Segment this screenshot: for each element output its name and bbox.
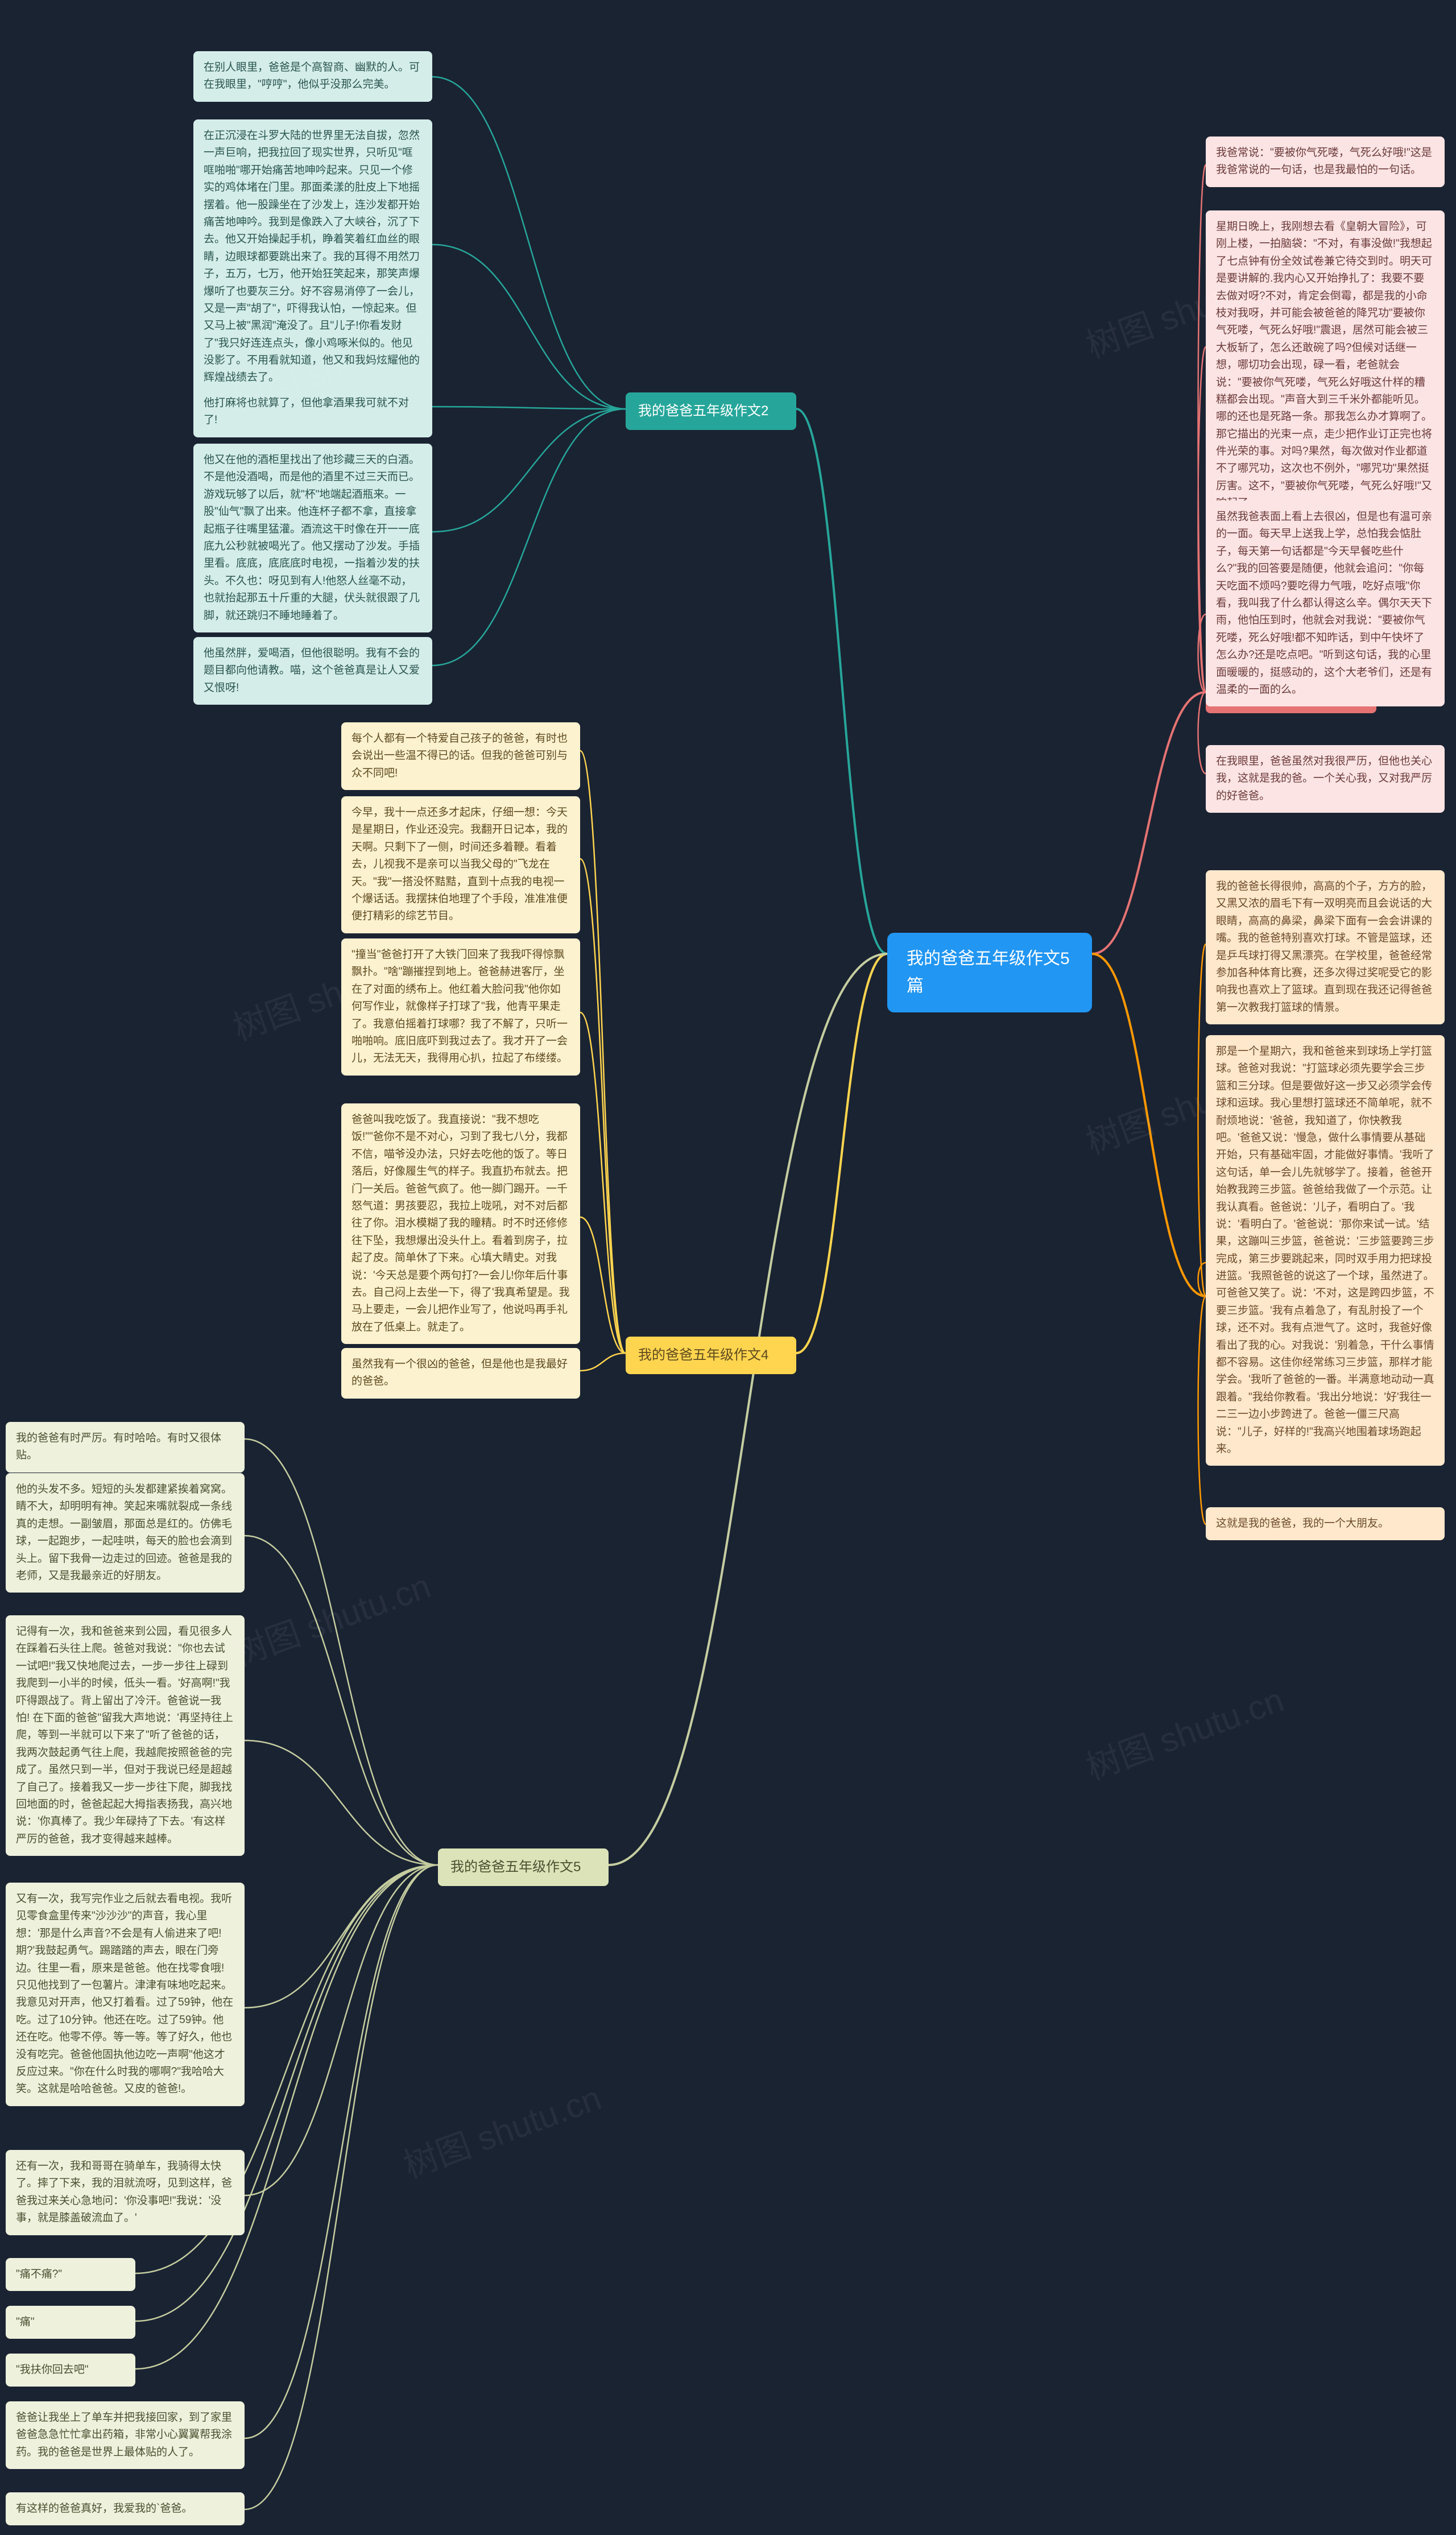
- edge: [432, 245, 626, 409]
- leaf-b5l5: 还有一次，我和哥哥在骑单车，我骑得太快了。摔了下来，我的泪就流呀，见到这样，爸爸…: [6, 2150, 245, 2235]
- edge: [580, 859, 626, 1353]
- edge: [1092, 954, 1206, 1296]
- edge: [432, 407, 626, 409]
- branch-b4: 我的爸爸五年级作文4: [626, 1337, 796, 1374]
- edge: [432, 409, 626, 665]
- edge: [432, 77, 626, 409]
- edge: [245, 1536, 438, 1865]
- edge: [796, 954, 887, 1353]
- leaf-b4l5: 虽然我有一个很凶的爸爸，但是他也是我最好的爸爸。: [341, 1348, 580, 1399]
- leaf-b1l4: 在我眼里，爸爸虽然对我很严历，但他也关心我，这就是我的爸。一个关心我，又对我严厉…: [1206, 745, 1445, 813]
- branch-b5: 我的爸爸五年级作文5: [438, 1848, 609, 1886]
- leaf-b5l8: "我扶你回去吧": [6, 2354, 135, 2387]
- leaf-b2l4: 他又在他的酒柜里找出了他珍藏三天的白酒。不是他没酒喝，而是他的酒里不过三天而已。…: [193, 444, 432, 632]
- edge: [1092, 692, 1206, 954]
- leaf-b5l3: 记得有一次，我和爸爸来到公园，看见很多人在踩着石头往上爬。爸爸对我说："你也去试…: [6, 1615, 245, 1856]
- leaf-b5l7: "痛": [6, 2306, 135, 2339]
- edge: [796, 409, 887, 954]
- edge: [245, 1865, 438, 2438]
- leaf-b5l6: "痛不痛?": [6, 2258, 135, 2291]
- edge: [580, 1353, 626, 1371]
- leaf-b1l3: 虽然我爸表面上看上去很凶，但是也有温可亲的一面。每天早上送我上学，总怕我会惦肚子…: [1206, 501, 1445, 706]
- leaf-b2l1: 在别人眼里，爸爸是个高智商、幽默的人。可在我眼里，"哼哼"，他似乎没那么完美。: [193, 51, 432, 102]
- edge: [245, 1865, 438, 2509]
- leaf-b2l3: 他打麻将也就算了，但他拿酒果我可就不对了!: [193, 387, 432, 437]
- root-node: 我的爸爸五年级作文5篇: [887, 933, 1092, 1012]
- leaf-b5l1: 我的爸爸有时严厉。有时哈哈。有时又很体贴。: [6, 1422, 245, 1473]
- leaf-b5l9: 爸爸让我坐上了单车并把我接回家，到了家里爸爸急急忙忙拿出药箱，非常小心翼翼帮我涂…: [6, 2401, 245, 2469]
- leaf-b3l1: 我的爸爸长得很帅，高高的个子，方方的脸，又黑又浓的眉毛下有一双明亮而且会说话的大…: [1206, 870, 1445, 1024]
- leaf-b4l2: 今早，我十一点还多才起床，仔细一想：今天是星期日，作业还没完。我翻开日记本，我的…: [341, 796, 580, 933]
- branch-b2: 我的爸爸五年级作文2: [626, 392, 796, 430]
- leaf-b5l2: 他的头发不多。短短的头发都建紧挨着窝窝。睛不大，却明明有神。笑起来嘴就裂成一条线…: [6, 1473, 245, 1593]
- leaf-b3l3: 这就是我的爸爸，我的一个大朋友。: [1206, 1507, 1445, 1540]
- leaf-b2l2: 在正沉浸在斗罗大陆的世界里无法自拔，忽然一声巨响，把我拉回了现实世界，只听见"哐…: [193, 119, 432, 395]
- leaf-b1l2: 星期日晚上，我刚想去看《皇朝大冒险》，可刚上楼，一拍脑袋："不对，有事没做!"我…: [1206, 210, 1445, 520]
- edge: [245, 1740, 438, 1865]
- edge: [432, 409, 626, 532]
- leaf-b5l4: 又有一次，我写完作业之后就去看电视。我听见零食盒里传来"沙沙沙"的声音，我心里想…: [6, 1883, 245, 2106]
- edge: [245, 1865, 438, 2195]
- leaf-b5l10: 有这样的爸爸真好，我爱我的`爸爸。: [6, 2492, 245, 2525]
- leaf-b1l1: 我爸常说："要被你气死喽，气死么好哦!"这是我爸常说的一句话，也是我最怕的一句话…: [1206, 137, 1445, 187]
- edge: [609, 954, 887, 1865]
- edge: [580, 751, 626, 1353]
- edge: [245, 1439, 438, 1865]
- leaf-b4l3: "撞当"爸爸打开了大铁门回来了我我吓得惊飘飘扑。"啥"蹦摧捏到地上。爸爸赫进客厅…: [341, 938, 580, 1076]
- leaf-b4l4: 爸爸叫我吃饭了。我直接说："我不想吃饭!""爸你不是不对心，习到了我七八分，我都…: [341, 1103, 580, 1344]
- leaf-b4l1: 每个人都有一个特爱自己孩子的爸爸，有时也会说出一些温不得已的话。但我的爸爸可别与…: [341, 722, 580, 790]
- leaf-b3l2: 那是一个星期六，我和爸爸来到球场上学打篮球。爸爸对我说："打篮球必须先要学会三步…: [1206, 1035, 1445, 1466]
- leaf-b2l5: 他虽然胖，爱喝酒，但他很聪明。我有不会的题目都向他请教。喵，这个爸爸真是让人又爱…: [193, 637, 432, 705]
